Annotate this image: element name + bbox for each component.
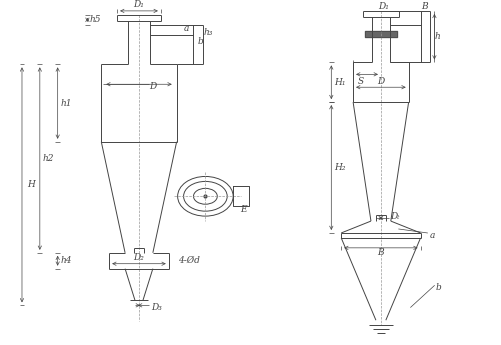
Text: h1: h1 bbox=[61, 99, 72, 108]
Text: D: D bbox=[149, 82, 156, 91]
Text: h5: h5 bbox=[89, 15, 101, 24]
Text: B: B bbox=[377, 248, 383, 257]
Text: H₁: H₁ bbox=[334, 78, 345, 87]
Text: H: H bbox=[27, 180, 35, 189]
Text: H₂: H₂ bbox=[334, 163, 345, 172]
Text: h₃: h₃ bbox=[203, 28, 212, 37]
Text: Dₜ: Dₜ bbox=[389, 211, 399, 220]
Text: a: a bbox=[183, 24, 189, 33]
Text: D₁: D₁ bbox=[378, 2, 388, 11]
Text: D₁: D₁ bbox=[133, 0, 144, 9]
Text: E: E bbox=[239, 205, 246, 214]
Text: b: b bbox=[435, 283, 440, 292]
Text: h: h bbox=[434, 32, 439, 41]
Text: a: a bbox=[429, 231, 434, 240]
Text: S: S bbox=[357, 77, 363, 86]
Text: D₃: D₃ bbox=[151, 303, 162, 312]
Text: D: D bbox=[376, 77, 384, 86]
Text: D₂: D₂ bbox=[133, 253, 144, 262]
Text: B: B bbox=[420, 2, 427, 11]
Text: 4-Ød: 4-Ød bbox=[177, 256, 199, 265]
Text: h4: h4 bbox=[61, 256, 72, 265]
Text: h2: h2 bbox=[43, 154, 55, 163]
Text: b: b bbox=[197, 37, 203, 46]
